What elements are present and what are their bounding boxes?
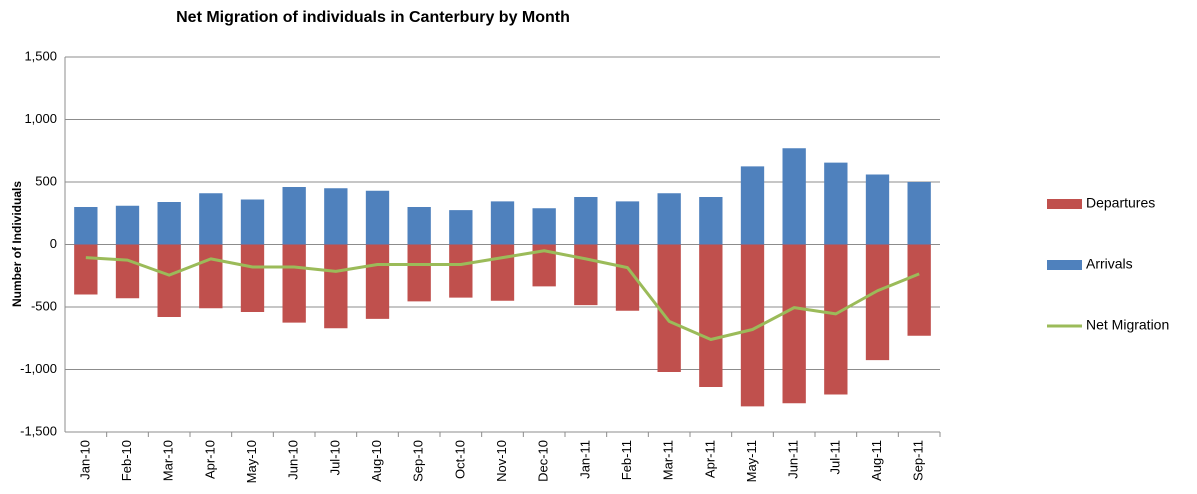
bar <box>532 208 556 245</box>
bar <box>824 162 848 245</box>
bar <box>574 244 598 306</box>
y-tick-label: 1,000 <box>24 111 57 126</box>
bar <box>199 244 223 309</box>
bar <box>615 201 640 245</box>
bar <box>907 182 931 245</box>
bar <box>240 244 265 312</box>
bar <box>865 244 890 361</box>
x-tick-label: Jun-10 <box>286 440 301 480</box>
x-tick-label: Sep-10 <box>411 440 426 482</box>
bar <box>240 199 265 245</box>
x-tick-label: Aug-10 <box>369 440 384 482</box>
bar <box>157 244 181 317</box>
bar <box>407 244 431 302</box>
bar <box>782 148 806 245</box>
x-tick-label: Aug-11 <box>869 440 884 481</box>
bar <box>115 205 140 245</box>
x-tick-label: Mar-10 <box>161 440 176 481</box>
legend-label: Departures <box>1086 195 1155 211</box>
bar <box>324 188 348 245</box>
bar <box>824 244 848 395</box>
legend-label: Net Migration <box>1086 317 1169 333</box>
bar <box>449 244 473 298</box>
legend-swatch <box>1047 199 1082 209</box>
x-tick-label: Apr-10 <box>202 440 217 479</box>
bar <box>282 187 306 245</box>
bar <box>199 193 223 245</box>
bar <box>615 244 640 311</box>
bar <box>490 244 515 301</box>
x-tick-label: Jan-10 <box>77 440 92 480</box>
bar <box>74 244 98 295</box>
bar <box>657 193 681 245</box>
chart-title: Net Migration of individuals in Canterbu… <box>176 9 570 26</box>
line <box>85 249 920 341</box>
x-tick-label: Jul-10 <box>327 440 342 475</box>
x-tick-label: Jun-11 <box>786 440 801 479</box>
y-tick-label: -500 <box>31 298 57 313</box>
y-tick-label: -1,000 <box>20 361 57 376</box>
x-tick-label: Dec-10 <box>536 440 551 482</box>
y-tick-label: 1,500 <box>24 48 57 63</box>
bar <box>699 244 723 387</box>
bar <box>574 197 598 245</box>
bar <box>907 244 931 336</box>
x-tick-label: Oct-10 <box>452 440 467 479</box>
bar <box>365 190 390 245</box>
bar <box>74 207 98 245</box>
bar <box>282 244 306 323</box>
bar <box>115 244 140 299</box>
x-tick-label: Mar-11 <box>661 440 676 480</box>
legend-label: Arrivals <box>1086 256 1133 272</box>
bar <box>324 244 348 329</box>
x-tick-label: Apr-11 <box>702 440 717 478</box>
x-tick-label: Feb-11 <box>619 440 634 480</box>
x-tick-label: Jul-11 <box>827 440 842 474</box>
bar <box>157 202 181 245</box>
bar <box>740 244 765 407</box>
bar <box>449 210 473 245</box>
bar <box>532 244 556 287</box>
x-tick-label: Nov-10 <box>494 440 509 482</box>
y-tick-label: 500 <box>35 173 57 188</box>
y-axis-title: Number of Individuals <box>10 181 24 307</box>
bar <box>865 174 890 245</box>
bar <box>657 244 681 372</box>
x-tick-label: Feb-10 <box>119 440 134 481</box>
x-tick-label: May-11 <box>744 440 759 482</box>
x-tick-label: Jan-11 <box>577 440 592 479</box>
legend-swatch <box>1047 260 1082 270</box>
bar <box>407 207 431 245</box>
bar <box>365 244 390 319</box>
x-tick-label: Sep-11 <box>911 440 926 481</box>
x-tick-label: May-10 <box>244 440 259 483</box>
bar <box>782 244 806 404</box>
y-tick-label: -1,500 <box>20 423 57 438</box>
y-tick-label: 0 <box>50 236 57 251</box>
bar <box>490 201 515 245</box>
bar <box>699 197 723 245</box>
bar <box>740 166 765 245</box>
